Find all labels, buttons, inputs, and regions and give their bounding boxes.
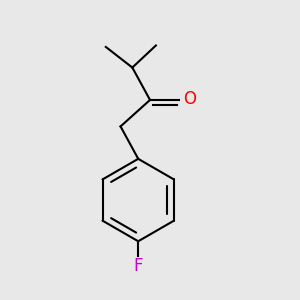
Text: F: F	[134, 257, 143, 275]
Text: O: O	[183, 90, 196, 108]
